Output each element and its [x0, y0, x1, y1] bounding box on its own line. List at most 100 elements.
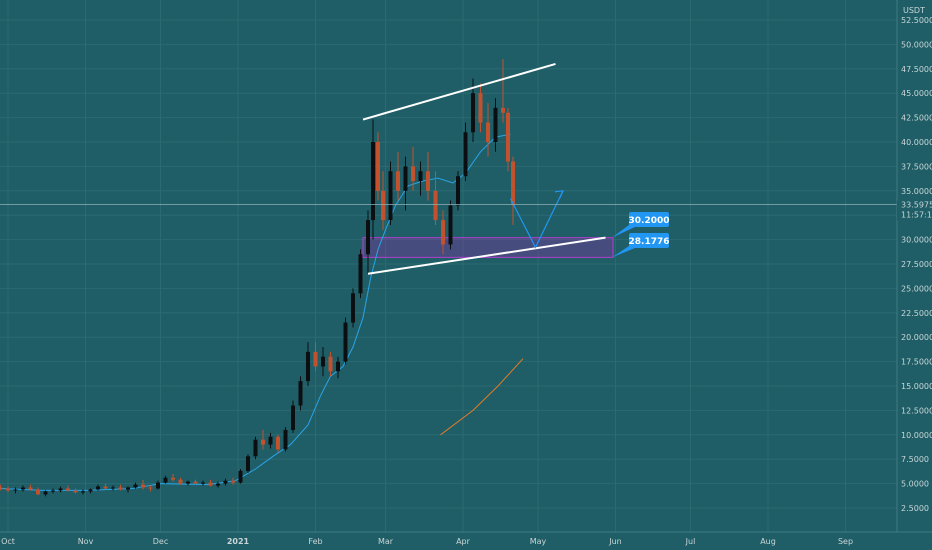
current-price-badge [897, 200, 932, 221]
candle [418, 161, 423, 196]
candle-body [411, 166, 415, 182]
candle-body [178, 479, 183, 484]
candle-body [433, 190, 438, 221]
candle-body [351, 293, 355, 323]
y-tick-label: 5.0000 [901, 480, 929, 489]
candle [246, 454, 250, 473]
candle [0, 484, 3, 491]
candle [506, 107, 510, 172]
candle [201, 480, 205, 486]
y-tick-label: 47.5000 [901, 65, 932, 74]
projection-path[interactable] [509, 190, 564, 249]
candle-body [336, 361, 340, 372]
candle-body [163, 477, 168, 483]
y-tick-label: 20.0000 [901, 333, 932, 342]
x-tick-label: Aug [760, 537, 776, 546]
candle-body [103, 486, 108, 489]
x-tick-label: 2021 [227, 537, 250, 546]
candle-body [21, 487, 25, 490]
current-price-countdown: 11:57:19 [901, 210, 932, 219]
candle [261, 429, 265, 450]
candle-body [58, 488, 63, 491]
y-tick-label: 12.5000 [901, 406, 932, 415]
candle-body [298, 381, 303, 406]
trendline[interactable] [362, 62, 556, 121]
candle [223, 478, 228, 486]
candle-body [456, 176, 460, 206]
candle [216, 481, 220, 488]
y-tick-label: 37.5000 [901, 162, 932, 171]
candle [351, 288, 355, 328]
candle-body [141, 484, 145, 488]
y-tick-label: 50.0000 [901, 40, 932, 49]
candle-body [366, 220, 370, 255]
y-tick-label: 10.0000 [901, 431, 932, 440]
candle-body [381, 190, 385, 221]
support-zone[interactable] [362, 237, 614, 258]
candle-body [448, 205, 453, 245]
price-label[interactable]: 28.1776 [612, 233, 670, 258]
candle [343, 317, 348, 365]
price-label-text: 28.1776 [629, 237, 670, 247]
candle-body [118, 487, 123, 490]
x-tick-label: Dec [153, 537, 168, 546]
candle-body [126, 487, 130, 490]
candle [178, 477, 183, 485]
candle-body [343, 322, 348, 362]
candle-body [506, 112, 510, 162]
candle-body [371, 142, 375, 221]
candle [141, 479, 145, 490]
y-tick-label: 42.5000 [901, 114, 932, 123]
x-tick-label: Jun [608, 537, 622, 546]
candle [478, 83, 483, 133]
candle [313, 342, 318, 372]
candle [511, 156, 515, 225]
candle [88, 488, 93, 494]
candle-body [426, 171, 430, 191]
y-tick-label: 22.5000 [901, 309, 932, 318]
candle-body [396, 171, 400, 191]
candle-body [328, 356, 333, 372]
candle-body [268, 436, 273, 445]
candle [441, 210, 445, 255]
candle [376, 132, 380, 201]
candle-body [463, 132, 468, 177]
x-tick-label: Sep [838, 537, 853, 546]
candle-body [306, 351, 310, 382]
x-tick-label: Oct [1, 537, 15, 546]
candle-body [493, 107, 498, 142]
candle-body [388, 171, 393, 221]
candle [426, 151, 430, 201]
ma-long-line [440, 358, 524, 436]
currency-label: USDT [903, 6, 925, 15]
x-tick-label: Feb [308, 537, 322, 546]
candle-body [313, 351, 318, 367]
candle-body [283, 429, 288, 450]
trendline[interactable] [367, 236, 606, 275]
y-axis-panel [897, 0, 932, 550]
candle-body [478, 93, 483, 123]
candle [381, 171, 385, 230]
candle-body [133, 484, 138, 488]
price-label[interactable]: 30.2000 [612, 212, 670, 238]
price-label-pointer [612, 225, 635, 238]
candle-body [376, 142, 380, 191]
candle-body [223, 480, 228, 484]
candle [96, 484, 100, 491]
candle-body [276, 436, 280, 450]
candle [186, 480, 190, 486]
candle-body [88, 489, 93, 492]
x-tick-label: Mar [378, 537, 394, 546]
candle [81, 489, 85, 495]
candle-body [441, 220, 445, 245]
candle-body [148, 487, 153, 489]
candle-body [36, 489, 40, 495]
x-tick-label: Jul [685, 537, 696, 546]
candle [126, 486, 130, 493]
candle [298, 376, 303, 411]
price-label-pointer [612, 246, 635, 258]
candle [321, 346, 325, 377]
